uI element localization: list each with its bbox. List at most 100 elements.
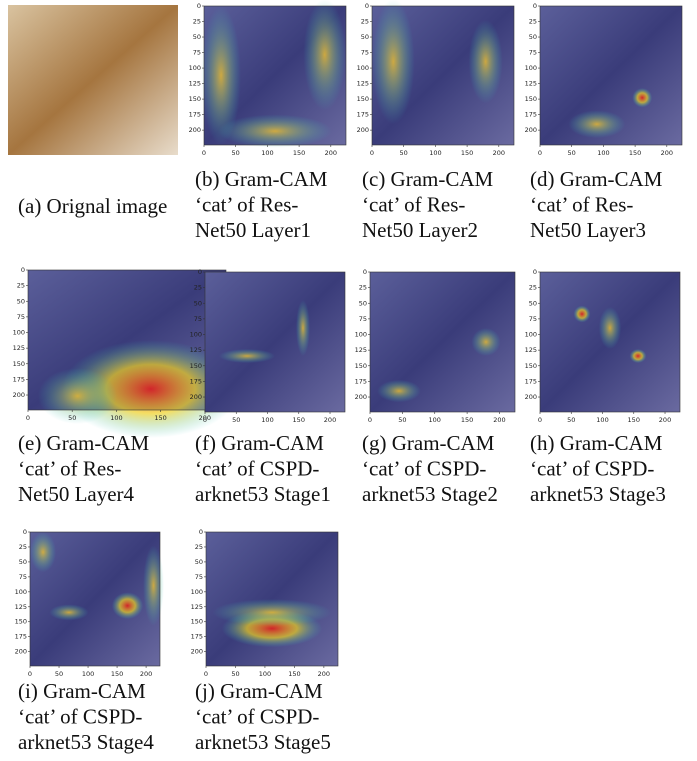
caption-line: (e) Gram-CAM [18, 431, 150, 455]
x-tick-label: 100 [259, 670, 271, 678]
x-tick-label: 50 [568, 149, 576, 157]
y-tick-label: 150 [355, 362, 367, 370]
caption-line: (a) Orignal image [18, 194, 167, 218]
y-tick-label: 100 [357, 64, 369, 72]
x-tick-label: 50 [231, 670, 239, 678]
y-tick-label: 125 [525, 80, 537, 88]
y-tick-label: 75 [361, 49, 369, 57]
y-tick-label: 125 [355, 346, 367, 354]
heat-spot [219, 349, 275, 363]
x-tick-label: 200 [659, 416, 671, 424]
x-tick-label: 200 [493, 416, 505, 424]
y-tick-label: 150 [525, 95, 537, 103]
x-tick-label: 200 [493, 149, 505, 157]
x-tick-label: 150 [461, 149, 473, 157]
y-tick-label: 25 [195, 543, 203, 551]
x-tick-label: 0 [370, 149, 374, 157]
y-tick-label: 75 [195, 573, 203, 581]
y-tick-label: 0 [533, 2, 537, 10]
caption-line: (c) Gram-CAM [362, 167, 494, 191]
y-tick-label: 25 [193, 18, 201, 26]
y-tick-label: 150 [357, 95, 369, 103]
heat-spot [303, 0, 346, 110]
caption-line: Net50 Layer4 [18, 482, 135, 506]
y-tick-label: 125 [357, 80, 369, 88]
y-tick-label: 200 [15, 648, 27, 656]
x-tick-label: 0 [538, 416, 542, 424]
caption-line: (i) Gram-CAM [18, 679, 146, 703]
y-tick-label: 50 [195, 558, 203, 566]
x-tick-label: 150 [629, 149, 641, 157]
heat-spot [599, 307, 621, 349]
panel: 0255075100125150175200050100150200(h) Gr… [525, 268, 680, 506]
caption-line: arknet53 Stage5 [195, 730, 331, 754]
y-tick-label: 75 [193, 49, 201, 57]
x-tick-label: 150 [628, 416, 640, 424]
x-tick-label: 0 [368, 416, 372, 424]
x-tick-label: 150 [293, 416, 305, 424]
x-tick-label: 150 [293, 149, 305, 157]
y-tick-label: 25 [17, 282, 25, 290]
x-tick-label: 0 [28, 670, 32, 678]
y-tick-label: 75 [359, 315, 367, 323]
caption-line: ‘cat’ of Res- [195, 193, 298, 217]
y-tick-label: 50 [359, 299, 367, 307]
x-tick-label: 150 [154, 414, 166, 422]
y-tick-label: 100 [13, 329, 25, 337]
y-tick-label: 25 [19, 543, 27, 551]
heat-spot [377, 380, 421, 402]
panel: 0255075100125150175200050100150200(f) Gr… [190, 268, 345, 506]
x-tick-label: 200 [325, 149, 337, 157]
y-tick-label: 50 [529, 299, 537, 307]
y-tick-label: 25 [359, 284, 367, 292]
caption-line: (g) Gram-CAM [362, 431, 495, 455]
x-tick-label: 0 [202, 149, 206, 157]
caption-line: (f) Gram-CAM [195, 431, 324, 455]
y-tick-label: 0 [21, 266, 25, 274]
y-tick-label: 125 [13, 344, 25, 352]
caption-line: Net50 Layer2 [362, 218, 478, 242]
y-tick-label: 200 [189, 126, 201, 134]
y-tick-label: 150 [525, 362, 537, 370]
y-tick-label: 200 [525, 393, 537, 401]
y-tick-label: 125 [191, 603, 203, 611]
x-tick-label: 0 [26, 414, 30, 422]
y-tick-label: 200 [525, 126, 537, 134]
y-tick-label: 200 [357, 126, 369, 134]
heat-spot [218, 114, 332, 147]
y-tick-label: 100 [189, 64, 201, 72]
x-tick-label: 50 [232, 149, 240, 157]
x-tick-label: 100 [110, 414, 122, 422]
heat-spot [112, 592, 143, 619]
caption-line: arknet53 Stage2 [362, 482, 498, 506]
caption-line: ‘cat’ of CSPD- [18, 705, 142, 729]
y-tick-label: 0 [533, 268, 537, 276]
y-tick-label: 200 [191, 648, 203, 656]
x-tick-label: 0 [203, 416, 207, 424]
y-tick-label: 175 [357, 111, 369, 119]
y-tick-label: 175 [189, 111, 201, 119]
y-tick-label: 125 [15, 603, 27, 611]
y-tick-label: 50 [19, 558, 27, 566]
y-tick-label: 0 [197, 2, 201, 10]
caption-line: ‘cat’ of CSPD- [195, 457, 319, 481]
y-tick-label: 200 [190, 393, 202, 401]
y-tick-label: 150 [13, 360, 25, 368]
heat-spot [38, 368, 117, 424]
y-tick-label: 150 [189, 95, 201, 103]
figure: (a) Orignal image 0 25 50 75 100 125 150 175 200 0… [0, 0, 697, 761]
heat-spot [372, 0, 415, 124]
x-tick-label: 150 [111, 670, 123, 678]
y-tick-label: 0 [365, 2, 369, 10]
x-tick-label: 50 [398, 416, 406, 424]
x-tick-label: 100 [82, 670, 94, 678]
heat-spot [469, 20, 503, 103]
panel-image [8, 5, 178, 155]
y-tick-label: 150 [190, 362, 202, 370]
y-tick-label: 200 [13, 391, 25, 399]
x-tick-label: 0 [204, 670, 208, 678]
